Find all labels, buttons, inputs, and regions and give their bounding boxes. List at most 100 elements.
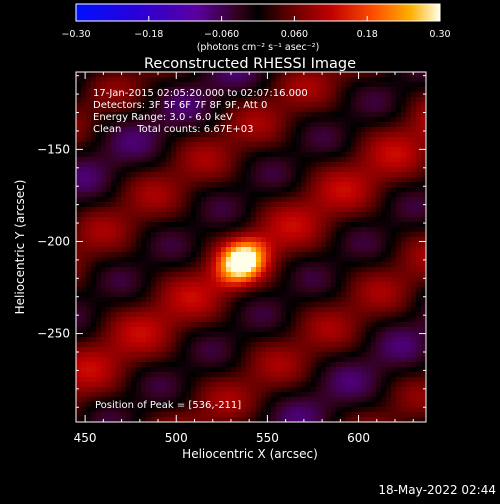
heatmap-cell	[401, 307, 407, 313]
heatmap-cell	[86, 352, 92, 358]
heatmap-cell	[91, 357, 97, 363]
heatmap-cell	[336, 292, 342, 298]
heatmap-cell	[196, 267, 202, 273]
heatmap-cell	[201, 377, 207, 383]
heatmap-cell	[411, 372, 417, 378]
heatmap-cell	[416, 247, 422, 253]
heatmap-cell	[401, 112, 407, 118]
heatmap-cell	[341, 112, 347, 118]
heatmap-cell	[321, 242, 327, 248]
heatmap-cell	[401, 322, 407, 328]
heatmap-cell	[201, 237, 207, 243]
heatmap-cell	[381, 147, 387, 153]
heatmap-cell	[331, 92, 337, 98]
heatmap-cell	[281, 382, 287, 388]
heatmap-cell	[341, 347, 347, 353]
heatmap-cell	[326, 337, 332, 343]
heatmap-cell	[306, 117, 312, 123]
heatmap-cell	[151, 372, 157, 378]
heatmap-cell	[101, 412, 107, 418]
heatmap-cell	[91, 272, 97, 278]
heatmap-cell	[261, 367, 267, 373]
heatmap-cell	[86, 197, 92, 203]
heatmap-cell	[156, 192, 162, 198]
heatmap-cell	[241, 252, 247, 258]
heatmap-cell	[186, 147, 192, 153]
heatmap-cell	[236, 347, 242, 353]
heatmap-cell	[91, 277, 97, 283]
heatmap-cell	[106, 262, 112, 268]
heatmap-cell	[196, 207, 202, 213]
heatmap-cell	[361, 257, 367, 263]
heatmap-cell	[331, 127, 337, 133]
heatmap-cell	[131, 392, 137, 398]
heatmap-cell	[211, 332, 217, 338]
heatmap-cell	[356, 197, 362, 203]
heatmap-cell	[196, 297, 202, 303]
heatmap-cell	[301, 362, 307, 368]
heatmap-cell	[206, 217, 212, 223]
heatmap-cell	[136, 312, 142, 318]
heatmap-cell	[301, 217, 307, 223]
heatmap-cell	[396, 152, 402, 158]
heatmap-cell	[211, 227, 217, 233]
heatmap-cell	[216, 362, 222, 368]
heatmap-cell	[156, 167, 162, 173]
heatmap-cell	[91, 322, 97, 328]
heatmap-cell	[206, 342, 212, 348]
heatmap-cell	[416, 122, 422, 128]
heatmap-cell	[276, 117, 282, 123]
heatmap-cell	[381, 397, 387, 403]
heatmap-cell	[171, 142, 177, 148]
heatmap-cell	[381, 102, 387, 108]
heatmap-cell	[146, 222, 152, 228]
heatmap-cell	[86, 307, 92, 313]
heatmap-cell	[236, 212, 242, 218]
heatmap-cell	[216, 222, 222, 228]
heatmap-cell	[291, 362, 297, 368]
heatmap-cell	[371, 312, 377, 318]
heatmap-cell	[96, 262, 102, 268]
heatmap-cell	[171, 202, 177, 208]
heatmap-cell	[411, 127, 417, 133]
heatmap-cell	[321, 292, 327, 298]
heatmap-cell	[111, 232, 117, 238]
heatmap-cell	[126, 277, 132, 283]
heatmap-cell	[201, 297, 207, 303]
heatmap-cell	[301, 117, 307, 123]
heatmap-cell	[306, 187, 312, 193]
heatmap-cell	[81, 192, 87, 198]
heatmap-cell	[96, 352, 102, 358]
heatmap-cell	[301, 142, 307, 148]
heatmap-cell	[86, 367, 92, 373]
heatmap-cell	[181, 257, 187, 263]
heatmap-cell	[206, 297, 212, 303]
heatmap-cell	[91, 307, 97, 313]
heatmap-cell	[406, 87, 412, 93]
heatmap-cell	[201, 152, 207, 158]
heatmap-cell	[396, 252, 402, 258]
heatmap-cell	[176, 217, 182, 223]
heatmap-cell	[121, 347, 127, 353]
heatmap-cell	[406, 257, 412, 263]
heatmap-cell	[386, 392, 392, 398]
heatmap-cell	[136, 267, 142, 273]
heatmap-cell	[256, 197, 262, 203]
heatmap-cell	[376, 202, 382, 208]
heatmap-cell	[81, 297, 87, 303]
heatmap-cell	[256, 407, 262, 413]
heatmap-cell	[396, 352, 402, 358]
heatmap-cell	[256, 187, 262, 193]
heatmap-cell	[296, 102, 302, 108]
heatmap-cell	[206, 142, 212, 148]
heatmap-cell	[376, 317, 382, 323]
heatmap-cell	[321, 272, 327, 278]
heatmap-cell	[276, 337, 282, 343]
heatmap-cell	[391, 142, 397, 148]
heatmap-cell	[281, 252, 287, 258]
heatmap-cell	[146, 162, 152, 168]
heatmap-cell	[171, 292, 177, 298]
heatmap-cell	[366, 277, 372, 283]
heatmap-cell	[76, 407, 82, 413]
heatmap-cell	[131, 367, 137, 373]
